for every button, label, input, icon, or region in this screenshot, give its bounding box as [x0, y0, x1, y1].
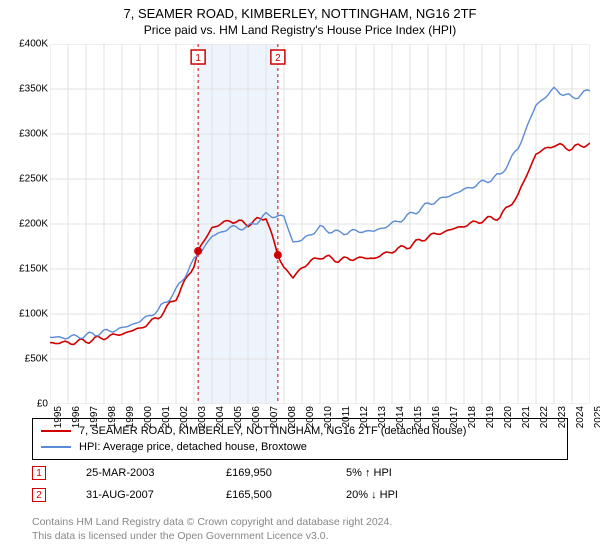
event-marker: 1	[32, 466, 46, 480]
event-delta: 20% ↓ HPI	[346, 489, 446, 501]
legend-swatch	[41, 446, 71, 448]
legend: 7, SEAMER ROAD, KIMBERLEY, NOTTINGHAM, N…	[32, 418, 568, 460]
y-tick-label: £50K	[25, 354, 48, 365]
sale-events: 1 25-MAR-2003 £169,950 5% ↑ HPI 2 31-AUG-2007…	[32, 462, 568, 506]
event-marker: 2	[32, 488, 46, 502]
credits: Contains HM Land Registry data © Crown c…	[32, 516, 568, 543]
y-tick-label: £350K	[19, 84, 48, 95]
credits-line2: This data is licensed under the Open Gov…	[32, 530, 568, 544]
chart-title: 7, SEAMER ROAD, KIMBERLEY, NOTTINGHAM, N…	[0, 0, 600, 21]
svg-text:1: 1	[195, 53, 201, 64]
y-tick-label: £400K	[19, 39, 48, 50]
event-row: 2 31-AUG-2007 £165,500 20% ↓ HPI	[32, 484, 568, 506]
event-delta: 5% ↑ HPI	[346, 467, 446, 479]
y-tick-label: £100K	[19, 309, 48, 320]
x-tick-label: 2025	[593, 406, 600, 428]
chart-svg: 12	[50, 44, 590, 404]
legend-swatch	[41, 430, 71, 432]
legend-item: 7, SEAMER ROAD, KIMBERLEY, NOTTINGHAM, N…	[41, 423, 559, 439]
chart-plot-area: 12 £0£50K£100K£150K£200K£250K£300K£350K£…	[50, 44, 590, 404]
event-row: 1 25-MAR-2003 £169,950 5% ↑ HPI	[32, 462, 568, 484]
event-date: 31-AUG-2007	[86, 489, 186, 501]
legend-item: HPI: Average price, detached house, Brox…	[41, 439, 559, 455]
legend-label: 7, SEAMER ROAD, KIMBERLEY, NOTTINGHAM, N…	[79, 425, 466, 437]
event-price: £169,950	[226, 467, 306, 479]
y-tick-label: £250K	[19, 174, 48, 185]
y-tick-label: £150K	[19, 264, 48, 275]
event-price: £165,500	[226, 489, 306, 501]
x-tick-label: 2024	[575, 406, 586, 428]
legend-label: HPI: Average price, detached house, Brox…	[79, 441, 307, 453]
svg-text:2: 2	[275, 53, 281, 64]
y-tick-label: £0	[37, 399, 48, 410]
chart-container: 7, SEAMER ROAD, KIMBERLEY, NOTTINGHAM, N…	[0, 0, 600, 560]
chart-subtitle: Price paid vs. HM Land Registry's House …	[0, 21, 600, 37]
y-tick-label: £300K	[19, 129, 48, 140]
credits-line1: Contains HM Land Registry data © Crown c…	[32, 516, 568, 530]
y-tick-label: £200K	[19, 219, 48, 230]
event-date: 25-MAR-2003	[86, 467, 186, 479]
